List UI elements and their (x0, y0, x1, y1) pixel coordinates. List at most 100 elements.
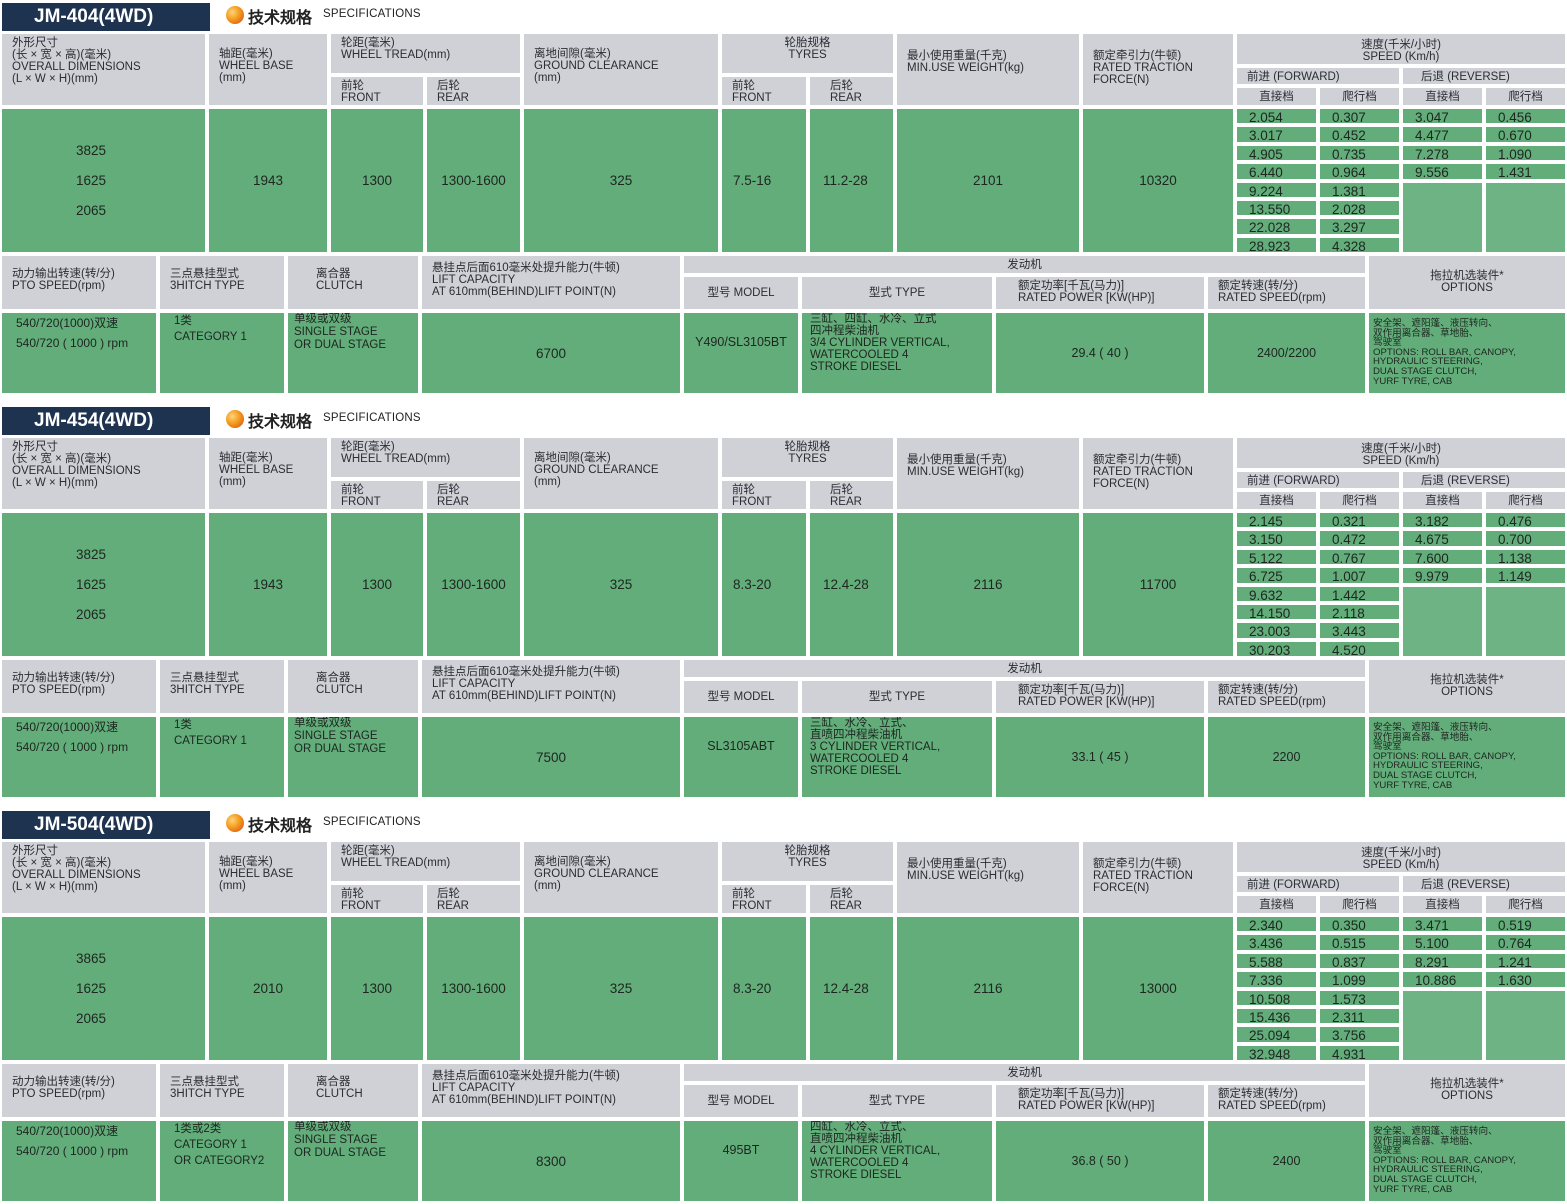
engine-model-value: Y490/SL3105BT (682, 311, 800, 395)
speed-value-text: 0.476 (1498, 514, 1532, 529)
cell-value: 1300-1600 (441, 577, 506, 592)
speed-value: 0.321 (1318, 511, 1401, 530)
engine-type-line: 三缸、水冷、立式、 (810, 717, 914, 729)
speed-value: 32.948 (1235, 1043, 1318, 1062)
header-rated-power: 额定功率[千瓦(马力)] RATED POWER [KW(HP)] (994, 1083, 1206, 1119)
engine-type-line: 四缸、水冷、立式、 (810, 1121, 914, 1133)
header-tyre-rear: 后轮 REAR (808, 883, 895, 915)
text-line: (mm) (534, 880, 561, 892)
dimension-value: 2065 (75, 606, 107, 622)
lift-value: 8300 (420, 1119, 682, 1203)
options-line: 驾驶室 (1373, 1145, 1402, 1157)
speed-value-text: 0.519 (1498, 918, 1532, 933)
text-line: CLUTCH (316, 684, 363, 696)
header-rev-creep: 爬行档 (1484, 86, 1567, 107)
cell-value: Y490/SL3105BT (695, 335, 787, 349)
header-tyres: 轮胎规格 TYRES (720, 436, 895, 479)
clutch-line: SINGLE STAGE (294, 326, 378, 338)
pto-line: 540/720 ( 1000 ) rpm (16, 1144, 129, 1158)
header-engine-model: 型号 MODEL (682, 1083, 800, 1119)
speed-value: 0.964 (1318, 162, 1401, 181)
speed-value: 0.476 (1484, 511, 1567, 530)
text-line: AT 610mm(BEHIND)LIFT POINT(N) (432, 286, 617, 298)
header-rated-speed: 额定转速(转/分) RATED SPEED(rpm) (1206, 1083, 1367, 1119)
speed-value-text: 1.007 (1332, 569, 1366, 585)
cell-value: 12.4-28 (823, 577, 869, 592)
text-line: 额定牵引力(牛顿) (1093, 50, 1182, 62)
speed-value-text: 1.090 (1498, 146, 1532, 162)
options-line: OPTIONS: ROLL BAR, CANOPY, (1373, 750, 1516, 762)
dimension-value: 1625 (75, 980, 107, 996)
text-line: (mm) (219, 880, 246, 892)
traction-value: 10320 (1081, 107, 1235, 254)
speed-value: 9.632 (1235, 584, 1318, 603)
pto-value: 540/720(1000)双速 540/720 ( 1000 ) rpm (0, 311, 158, 395)
options-line: 双作用离合器、草地胎、 (1373, 1135, 1479, 1147)
text-line: 速度(千米/小时) (1361, 847, 1441, 859)
header-wheel-tread: 轮距(毫米) WHEEL TREAD(mm) (329, 32, 522, 75)
speed-value-text: 4.931 (1332, 1046, 1366, 1062)
speed-value-text: 0.321 (1332, 514, 1366, 529)
header-ground-clearance: 离地间隙(毫米) GROUND CLEARANCE (mm) (522, 436, 720, 511)
text-line: 额定转速(转/分) (1218, 280, 1298, 292)
text-line: 速度(千米/小时) (1361, 39, 1441, 51)
header-traction: 额定牵引力(牛顿) RATED TRACTION FORCE(N) (1081, 32, 1235, 107)
cell-value: 6700 (535, 345, 567, 361)
header-tread-rear: 后轮 REAR (425, 75, 522, 107)
text-line: SPEED (Km/h) (1362, 51, 1440, 63)
header-speed: 速度(千米/小时) SPEED (Km/h) (1235, 436, 1567, 470)
text-line: AT 610mm(BEHIND)LIFT POINT(N) (432, 690, 617, 702)
cell-value: 1300 (361, 173, 393, 188)
text-line: (L × W × H)(mm) (12, 477, 98, 489)
text-line: GROUND CLEARANCE (534, 868, 659, 880)
text-line: FRONT (341, 92, 381, 104)
clutch-line: OR DUAL STAGE (294, 1147, 387, 1159)
direct-gear-label: 直接档 (1425, 899, 1460, 911)
speed-empty-cell (1484, 584, 1567, 658)
creep-gear-label: 爬行档 (1342, 495, 1377, 507)
text-line: 三点悬挂型式 (170, 672, 239, 684)
creep-gear-label: 爬行档 (1342, 91, 1377, 103)
speed-value: 0.452 (1318, 125, 1401, 144)
text-line: 前轮 (732, 888, 755, 900)
speed-value: 1.090 (1484, 143, 1567, 163)
speed-value-text: 0.837 (1332, 954, 1366, 970)
text-line: 最小使用重量(千克) (907, 858, 1007, 870)
text-line: (长 × 宽 × 高)(毫米) (12, 49, 112, 61)
speed-value: 1.241 (1484, 951, 1567, 971)
speed-value: 6.725 (1235, 566, 1318, 585)
engine-model-label: 型号 MODEL (707, 1095, 775, 1107)
speed-value-text: 0.350 (1332, 918, 1366, 933)
cell-value: 2200 (1272, 750, 1301, 764)
speed-value: 3.017 (1235, 125, 1318, 144)
tyre-rear-value: 12.4-28 (808, 511, 895, 658)
speed-value: 23.003 (1235, 621, 1318, 640)
text-line: 额定牵引力(牛顿) (1093, 454, 1182, 466)
spec-title-cn: 技术规格 (248, 818, 313, 835)
text-line: 轮距(毫米) (341, 441, 395, 453)
speed-value: 4.520 (1318, 639, 1401, 658)
speed-value-text: 3.150 (1249, 532, 1283, 548)
text-line: 外形尺寸 (12, 845, 58, 857)
speed-value: 4.905 (1235, 143, 1318, 163)
reverse-label: 后退 (REVERSE) (1421, 71, 1510, 83)
clutch-line: SINGLE STAGE (294, 730, 378, 742)
text-line: 后轮 (830, 484, 853, 496)
speed-value: 0.670 (1484, 125, 1567, 144)
options-line: DUAL STAGE CLUTCH, (1373, 1173, 1477, 1185)
header-rated-speed: 额定转速(转/分) RATED SPEED(rpm) (1206, 679, 1367, 715)
text-line: RATED POWER [KW(HP)] (1018, 1100, 1155, 1112)
header-rated-power: 额定功率[千瓦(马力)] RATED POWER [KW(HP)] (994, 679, 1206, 715)
text-line: OPTIONS (1441, 686, 1493, 698)
tyre-rear-value: 12.4-28 (808, 915, 895, 1062)
speed-value: 10.508 (1235, 988, 1318, 1007)
speed-value: 1.442 (1318, 584, 1401, 603)
speed-value: 1.007 (1318, 566, 1401, 585)
text-line: 前轮 (732, 484, 755, 496)
speed-value-text: 1.573 (1332, 991, 1366, 1007)
cell-value: 2116 (973, 577, 1003, 592)
header-options: 拖拉机选装件* OPTIONS (1367, 1062, 1567, 1119)
speed-value: 1.138 (1484, 547, 1567, 567)
speed-value-text: 5.100 (1415, 936, 1449, 952)
speed-value: 0.767 (1318, 547, 1401, 567)
